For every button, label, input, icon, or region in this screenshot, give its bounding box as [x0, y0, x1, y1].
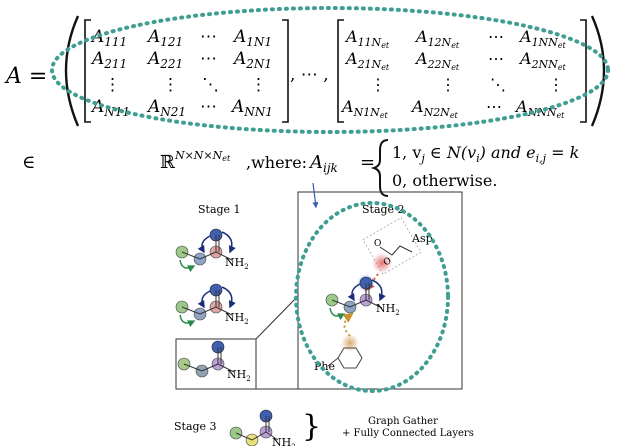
svg-text:⋯: ⋯: [488, 27, 504, 46]
svg-text:⋮: ⋮: [548, 75, 564, 94]
highlight-ellipse-stage2: [294, 201, 450, 393]
svg-text:⋯: ⋯: [486, 97, 502, 116]
stage1-molecule-c: NH2: [177, 340, 251, 383]
stage3-molecule: NH2: [229, 409, 296, 446]
svg-text:A1N1: A1N1: [232, 27, 272, 49]
stage1-molecule-a: NH2: [175, 228, 249, 273]
matrix2-right-bracket: [580, 19, 587, 123]
bond: [181, 290, 233, 316]
zoom-connector: [255, 295, 299, 390]
asp-o-label: O: [374, 239, 381, 249]
message-arrow: [221, 286, 236, 309]
svg-text:AN21: AN21: [146, 97, 186, 119]
svg-text:A22Net: A22Net: [414, 49, 460, 72]
bond: [331, 283, 383, 309]
svg-text:⋯: ⋯: [200, 97, 217, 117]
svg-text:⋮: ⋮: [370, 75, 386, 94]
nh2-label: NH2: [376, 302, 400, 317]
equation-lhs: A =: [4, 64, 47, 89]
message-arrow: [371, 279, 386, 302]
message-arrow: [197, 290, 211, 309]
stage2-label: Stage 2: [362, 203, 405, 216]
svg-text:⋱: ⋱: [202, 75, 219, 95]
svg-text:⋮: ⋮: [250, 75, 267, 95]
interaction-arrow: [342, 312, 354, 337]
asp-glow-node: [372, 253, 392, 273]
svg-text:AN2Net: AN2Net: [410, 97, 459, 120]
svg-text:A21Net: A21Net: [344, 49, 390, 72]
matrix-separator: , ⋯ ,: [290, 65, 329, 85]
bond: [183, 347, 235, 373]
equation-to-stage2-arrow: [312, 182, 319, 209]
svg-text:⋯: ⋯: [488, 49, 504, 68]
svg-text:A1NNet: A1NNet: [518, 27, 567, 50]
svg-text:A121: A121: [146, 27, 183, 49]
svg-text:A11Net: A11Net: [344, 27, 390, 50]
matrix1-left-bracket: [84, 19, 91, 123]
message-arrow: [329, 307, 346, 321]
svg-text:⋯: ⋯: [200, 27, 217, 47]
case-one: 1, vj ∈ N(vi) and ei,j = k: [392, 143, 579, 165]
svg-text:A12Net: A12Net: [414, 27, 460, 50]
svg-text:A211: A211: [90, 49, 127, 71]
asp-bond: [379, 245, 413, 256]
stage2-molecule: NH2: [325, 274, 400, 321]
phe-bond: [327, 357, 339, 367]
aijk-equals: =: [360, 152, 375, 173]
stages-diagram: Stage 1 NH2 NH2: [174, 182, 474, 446]
case-two: 0, otherwise.: [392, 171, 497, 190]
highlight-ellipse-matrices: [50, 6, 610, 134]
message-arrow: [197, 235, 211, 254]
svg-text:A221: A221: [146, 49, 183, 71]
stage1-highlight-box: [175, 338, 257, 390]
stage3-label: Stage 3: [174, 420, 217, 433]
message-arrow: [179, 259, 196, 273]
svg-text:A2NNet: A2NNet: [518, 49, 567, 72]
nh2-label: NH2: [272, 436, 296, 446]
real-space: ℝN×N×Net: [160, 149, 231, 173]
asp-dashed-box: [362, 217, 422, 275]
element-of-symbol: ∈: [22, 152, 35, 173]
fc-layers-label: + Fully Connected Layers: [342, 428, 474, 439]
nh2-label: NH2: [225, 311, 249, 326]
matrix2-entries: A11Net A12Net ⋯ A1NNet A21Net A22Net ⋯ A…: [340, 27, 567, 120]
svg-text:⋯: ⋯: [200, 49, 217, 69]
stage1-label: Stage 1: [198, 203, 241, 216]
matrix2-left-bracket: [337, 19, 344, 123]
svg-text:AN1Net: AN1Net: [340, 97, 389, 120]
stage3-brace: }: [302, 409, 321, 444]
aijk-symbol: Aijk: [308, 152, 338, 175]
nh2-label: NH2: [227, 368, 251, 383]
cases-brace: [370, 139, 389, 197]
message-arrow: [347, 283, 361, 302]
outer-right-paren: [590, 15, 606, 127]
phe-residue: Phe: [314, 312, 363, 373]
svg-text:⋱: ⋱: [490, 75, 506, 94]
svg-text:A111: A111: [90, 27, 127, 49]
stage1-molecule-b: NH2: [175, 283, 249, 328]
matrix1-right-bracket: [282, 19, 289, 123]
svg-text:ANN1: ANN1: [230, 97, 273, 119]
nh2-label: NH2: [225, 256, 249, 271]
message-arrow: [221, 231, 236, 254]
svg-text:A2N1: A2N1: [232, 49, 272, 71]
outer-left-paren: [64, 15, 80, 127]
asp-o2-label: O: [382, 256, 393, 268]
svg-text:⋮: ⋮: [440, 75, 456, 94]
bond: [181, 235, 233, 261]
adjacency-equation: A = A111 A121 ⋯ A1N1 A211 A221 ⋯ A2N1 ⋮ …: [4, 6, 610, 197]
bond: [235, 416, 279, 441]
matrix1-entries: A111 A121 ⋯ A1N1 A211 A221 ⋯ A2N1 ⋮ ⋮ ⋱ …: [90, 27, 273, 119]
svg-text:⋮: ⋮: [104, 75, 121, 95]
svg-text:⋮: ⋮: [162, 75, 179, 95]
where-label: ,where:: [246, 153, 307, 172]
svg-text:ANNNet: ANNNet: [514, 97, 565, 120]
message-arrow: [179, 314, 196, 328]
graph-gather-label: Graph Gather: [368, 416, 438, 427]
